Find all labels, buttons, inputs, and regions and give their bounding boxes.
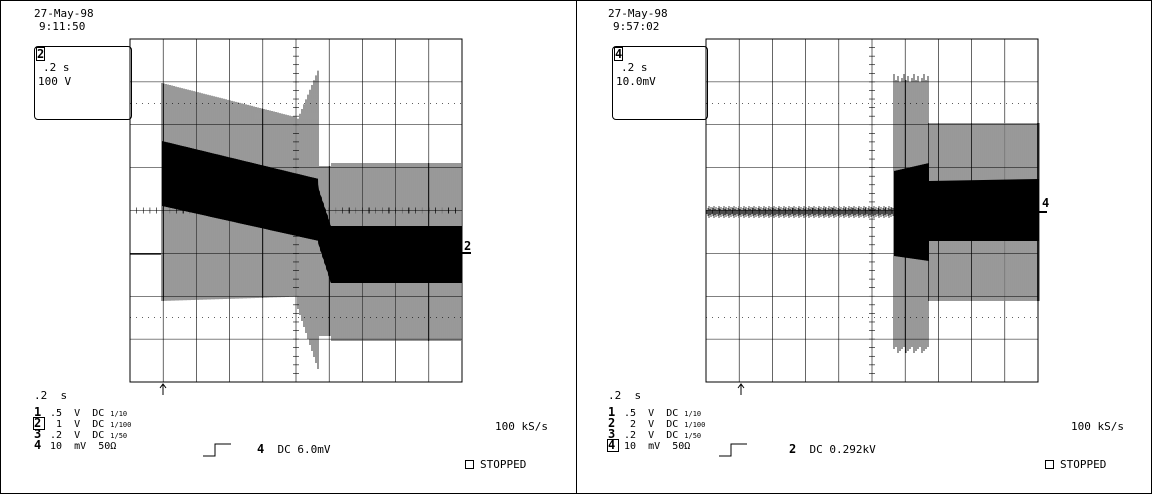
channel-probe: 1/100	[110, 421, 132, 429]
info-timebase: .2 s	[621, 61, 648, 74]
channel-number: 4	[607, 439, 619, 452]
sample-rate: 100 kS/s	[495, 420, 548, 433]
channel-probe: 1/50	[684, 432, 702, 440]
channel-info-box: 2 .2 s 100 V	[34, 46, 132, 120]
trigger-info: 2 DC 0.292kV	[789, 443, 876, 456]
channel-coupling: DC	[666, 430, 679, 441]
status-checkbox-icon	[1045, 460, 1054, 469]
channel-scale: .5	[624, 408, 637, 419]
channel-number: 2	[608, 416, 616, 430]
channel-row: 1 .5 V DC 1/10	[608, 405, 702, 420]
channel-coupling: DC	[92, 430, 105, 441]
scope-panel-right: 27-May-98 9:57:02 4 .2 s 10.0mV 4 .2 s 1…	[576, 0, 1152, 494]
channel-number: 3	[34, 427, 42, 441]
trace-marker-label: 2	[464, 239, 472, 253]
waveform-trace	[130, 70, 463, 369]
sample-rate: 100 kS/s	[1071, 420, 1124, 433]
trigger-info: 4 DC 6.0mV	[257, 443, 330, 456]
channel-row: 3 .2 V DC 1/50	[34, 427, 128, 442]
status-indicator: STOPPED	[1045, 459, 1106, 471]
status-text: STOPPED	[480, 458, 527, 471]
trigger-arrow-head-icon	[159, 383, 167, 389]
channel-unit: mV	[648, 441, 661, 452]
channel-row: 2 1 V DC 1/100	[33, 417, 132, 431]
info-channel-number: 2	[35, 47, 46, 61]
status-indicator: STOPPED	[465, 459, 526, 471]
waveform-display	[129, 38, 471, 395]
channel-row: 3 .2 V DC 1/50	[608, 427, 702, 442]
trigger-channel: 2	[789, 442, 797, 456]
channel-scale: .5	[50, 408, 63, 419]
channel-row: 4 10 mV 50Ω	[34, 438, 122, 453]
channel-scale: .2	[50, 430, 63, 441]
channel-row: 2 2 V DC 1/100	[608, 416, 706, 431]
channel-number: 1	[608, 405, 616, 419]
channel-row: 4 10 mV 50Ω	[607, 439, 696, 453]
channel-coupling: 50Ω	[672, 441, 691, 452]
channel-coupling: DC	[92, 419, 105, 430]
channel-unit: V	[74, 419, 81, 430]
channel-coupling: DC	[666, 419, 679, 430]
channel-number: 1	[34, 405, 42, 419]
channel-probe: 1/50	[110, 432, 128, 440]
status-text: STOPPED	[1060, 458, 1107, 471]
timebase-label: .2 s	[34, 389, 68, 402]
channel-number: 3	[608, 427, 616, 441]
channel-unit: V	[648, 419, 655, 430]
channel-probe: 1/10	[684, 410, 702, 418]
channel-unit: V	[648, 408, 655, 419]
channel-scale: 10	[624, 441, 637, 452]
time-label: 9:11:50	[39, 20, 86, 33]
channel-coupling: 50Ω	[98, 441, 117, 452]
channel-unit: V	[648, 430, 655, 441]
trigger-edge-icon	[203, 443, 231, 457]
info-scale: 10.0mV	[616, 75, 656, 88]
trigger-channel: 4	[257, 442, 265, 456]
channel-row: 1 .5 V DC 1/10	[34, 405, 128, 420]
channel-scale: .2	[624, 430, 637, 441]
channel-scale: 10	[50, 441, 63, 452]
channel-number: 4	[34, 438, 42, 452]
trace-marker-label: 4	[1042, 196, 1050, 210]
trigger-edge-icon	[719, 443, 747, 457]
channel-scale: 1	[50, 419, 63, 430]
channel-unit: mV	[74, 441, 87, 452]
info-channel-number: 4	[613, 47, 624, 61]
waveform-display	[705, 38, 1047, 395]
waveform-trace	[705, 74, 1040, 353]
info-scale: 100 V	[38, 75, 72, 88]
channel-coupling: DC	[666, 408, 679, 419]
status-checkbox-icon	[465, 460, 474, 469]
channel-coupling: DC	[92, 408, 105, 419]
time-label: 9:57:02	[613, 20, 660, 33]
trigger-level: DC 6.0mV	[277, 443, 331, 456]
channel-info-box: 4 .2 s 10.0mV	[612, 46, 708, 120]
channel-scale: 2	[624, 419, 637, 430]
channel-probe: 1/100	[684, 421, 706, 429]
timebase-label: .2 s	[608, 389, 642, 402]
info-timebase: .2 s	[43, 61, 70, 74]
scope-panel-left: 27-May-98 9:11:50 2 .2 s 100 V 2 .2 s 1 …	[0, 0, 577, 494]
trigger-level: DC 0.292kV	[809, 443, 876, 456]
channel-number: 2	[33, 417, 45, 430]
channel-probe: 1/10	[110, 410, 128, 418]
date-label: 27-May-98	[608, 7, 668, 20]
date-label: 27-May-98	[34, 7, 94, 20]
channel-unit: V	[74, 430, 81, 441]
trigger-arrow-head-icon	[737, 383, 745, 389]
channel-unit: V	[74, 408, 81, 419]
